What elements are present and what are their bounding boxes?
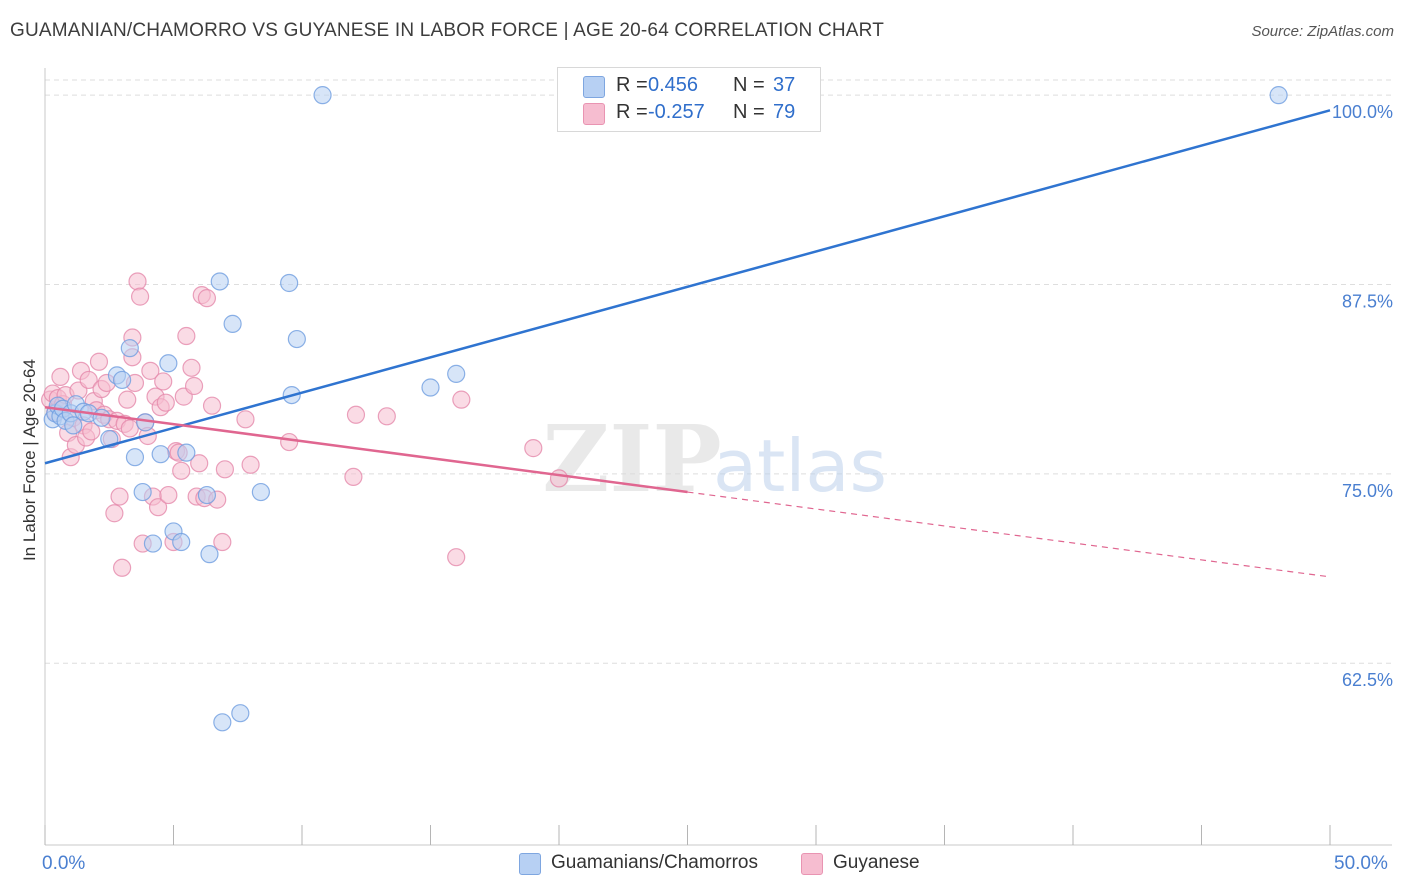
guamanian-point: [447, 364, 466, 383]
watermark-atlas: atlas: [713, 424, 887, 508]
legend-n-value: 37: [773, 74, 796, 96]
bottom-legend-swatch-pink: [801, 853, 823, 875]
legend-n-label: N =: [733, 101, 765, 123]
guamanian-point: [210, 272, 229, 291]
guamanian-point: [64, 416, 83, 435]
gridlines: [45, 79, 1392, 664]
guyanese-point: [89, 352, 109, 371]
guamanian-point: [177, 443, 196, 462]
guamanian-point: [280, 273, 299, 293]
guyanese-point: [159, 485, 178, 505]
guyanese-point: [148, 498, 168, 517]
guamanian-point: [1269, 86, 1288, 105]
y-tick-label: 100.0%: [1332, 102, 1393, 122]
guamanian-point: [92, 408, 111, 427]
watermark-zip: ZIP: [542, 405, 721, 513]
guyanese-point: [105, 504, 124, 523]
bottom-legend-label: Guyanese: [833, 852, 920, 873]
guyanese-point: [154, 372, 173, 391]
guyanese-point: [549, 469, 569, 488]
guamanian-point: [231, 704, 250, 723]
bottom-legend-swatch-blue: [519, 853, 541, 875]
bottom-legend-label: Guamanians/Chamorros: [551, 852, 758, 873]
watermark: ZIP atlas: [542, 405, 887, 513]
legend-r-value: -0.257: [648, 101, 705, 123]
axes: [44, 68, 1392, 846]
guyanese-trend-line: [44, 405, 688, 494]
guamanian-point: [159, 354, 178, 373]
y-tick-label: 75.0%: [1342, 481, 1393, 501]
guyanese-point: [177, 326, 196, 346]
guamanian-point: [125, 448, 145, 467]
source-label: Source: ZipAtlas.com: [1251, 23, 1394, 40]
guyanese-point: [120, 419, 139, 438]
guyanese-point: [197, 289, 217, 308]
guyanese-trend-extension: [687, 491, 1331, 578]
guyanese-point: [51, 367, 70, 387]
guyanese-point: [346, 405, 366, 424]
guamanian-point: [120, 339, 139, 358]
guyanese-point: [213, 532, 232, 552]
guyanese-point: [172, 461, 191, 480]
guamanian-point: [151, 445, 170, 464]
guamanian-point: [223, 314, 242, 333]
chart-title: GUAMANIAN/CHAMORRO VS GUYANESE IN LABOR …: [10, 20, 885, 41]
guyanese-point: [190, 454, 209, 473]
trend-lines: [44, 109, 1331, 578]
guyanese-point: [130, 287, 150, 306]
y-tick-labels: 100.0% 87.5% 75.0% 62.5%: [1332, 102, 1393, 690]
guamanian-point: [251, 482, 270, 502]
guyanese-point: [112, 558, 132, 577]
guyanese-point: [128, 272, 147, 291]
legend-swatch-blue: [583, 76, 605, 98]
guyanese-point: [110, 487, 129, 506]
legend-r-value: 0.456: [648, 74, 699, 96]
guyanese-point: [280, 432, 299, 452]
x-tick-label-max: 50.0%: [1334, 853, 1388, 874]
guamanian-point: [313, 86, 332, 105]
guamanian-trend-line: [44, 109, 1331, 465]
guyanese-point: [141, 361, 160, 380]
guyanese-point: [236, 410, 255, 429]
guamanian-point: [143, 534, 163, 553]
guyanese-point: [182, 358, 201, 377]
legend-n-label: N =: [733, 74, 765, 96]
guamanian-point: [213, 713, 232, 732]
guyanese-point: [82, 422, 101, 441]
guyanese-point: [241, 455, 260, 474]
y-tick-label: 87.5%: [1342, 292, 1393, 312]
guyanese-point: [344, 467, 363, 486]
guyanese-point: [118, 390, 137, 409]
guamanian-point: [287, 329, 306, 349]
guamanian-point: [112, 370, 132, 390]
x-tick-label-min: 0.0%: [42, 853, 86, 874]
legend-swatch-pink: [583, 103, 605, 125]
guyanese-point: [524, 439, 543, 458]
guyanese-point: [184, 376, 204, 396]
guyanese-point: [156, 393, 175, 412]
stats-legend: R = 0.456 N = 37 R = -0.257 N = 79: [557, 67, 821, 132]
guamanian-point: [200, 545, 219, 564]
guyanese-point: [79, 370, 98, 390]
guamanian-point: [172, 532, 191, 552]
guyanese-point: [452, 390, 471, 409]
legend-r-label: R =: [616, 74, 648, 96]
y-axis-label: In Labor Force | Age 20-64: [20, 359, 39, 561]
guyanese-points: [41, 272, 569, 577]
guamanian-point: [133, 482, 152, 502]
guamanian-points: [43, 86, 1288, 732]
guyanese-point: [202, 396, 222, 415]
guamanian-point: [197, 485, 217, 505]
guyanese-point: [447, 548, 466, 567]
legend-n-value: 79: [773, 101, 796, 123]
legend-r-label: R =: [616, 101, 648, 123]
guyanese-point: [215, 460, 234, 479]
guyanese-point: [377, 407, 396, 426]
guamanian-point: [421, 378, 440, 397]
y-tick-label: 62.5%: [1342, 670, 1393, 690]
